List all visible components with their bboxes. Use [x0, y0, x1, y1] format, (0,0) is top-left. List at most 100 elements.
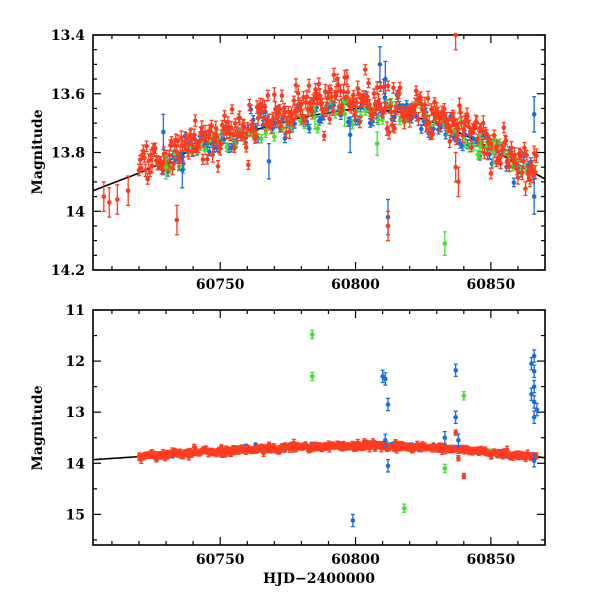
bottom-y-tick-label: 12 — [66, 354, 85, 370]
bottom-panel-ticks: 60750 60800 60850 11 12 13 14 15 — [66, 303, 546, 568]
top-blue-outlier — [531, 96, 537, 133]
top-blue-point — [511, 177, 517, 188]
top-red-point — [532, 165, 538, 180]
top-red-point — [229, 104, 235, 115]
top-red-point — [149, 158, 155, 174]
top-red-outlier — [174, 204, 180, 236]
top-red-point — [367, 99, 372, 111]
bottom-y-tick-label: 13 — [66, 405, 85, 421]
top-red-point — [506, 160, 512, 173]
bottom-panel-ylabel: Magnitude — [30, 385, 46, 470]
top-red-point — [197, 134, 202, 150]
top-red-point — [515, 170, 521, 185]
top-red-point — [480, 115, 486, 132]
top-red-point — [474, 115, 480, 129]
top-red-point — [523, 181, 528, 196]
bottom-blue-outlier — [453, 363, 458, 378]
bottom-green-outlier — [461, 391, 467, 401]
top-red-point — [371, 88, 377, 99]
top-red-point — [522, 141, 527, 154]
top-green-point — [272, 131, 277, 142]
top-red-point — [534, 148, 539, 164]
bottom-y-tick-label: 14 — [66, 456, 86, 472]
top-red-point — [327, 113, 332, 125]
top-red-point — [246, 159, 251, 170]
top-red-point — [222, 110, 227, 122]
top-red-point — [503, 135, 509, 146]
top-red-point — [167, 149, 172, 162]
bottom-panel-data-points — [136, 329, 540, 528]
bottom-blue-outlier — [531, 364, 537, 379]
top-red-point — [453, 132, 459, 146]
top-red-point — [143, 163, 148, 178]
top-blue-point — [419, 124, 424, 134]
top-red-point — [498, 157, 503, 170]
bottom-y-tick-label: 11 — [66, 303, 85, 319]
top-red-outlier — [101, 181, 107, 212]
top-red-point — [243, 142, 249, 153]
top-green-outlier — [374, 131, 380, 157]
top-red-point — [209, 119, 214, 133]
bottom-blue-outlier — [531, 379, 537, 394]
bottom-panel: Magnitude HJD−2400000 60750 60800 60850 11 1… — [30, 303, 546, 587]
top-red-point — [306, 78, 312, 93]
top-red-outlier — [115, 184, 120, 215]
top-green-outlier — [442, 231, 448, 256]
top-blue-outlier — [180, 151, 185, 189]
top-y-tick-label: 14 — [66, 204, 86, 220]
top-y-tick-label: 14.2 — [51, 263, 85, 279]
bottom-blue-outlier — [383, 372, 388, 386]
top-red-point — [214, 128, 220, 145]
top-red-outlier — [453, 32, 458, 51]
bottom-blue-outlier — [529, 387, 534, 402]
bottom-blue-outlier — [385, 459, 391, 473]
top-red-point — [396, 89, 402, 100]
bottom-green-outlier — [401, 503, 407, 513]
top-red-point — [488, 167, 494, 180]
bottom-blue-outlier — [531, 453, 537, 468]
top-green-outlier — [312, 104, 318, 130]
top-y-tick-label: 13.6 — [51, 87, 85, 103]
top-red-outlier — [456, 166, 461, 198]
top-red-point — [171, 156, 176, 171]
top-red-point — [392, 123, 397, 134]
top-red-point — [518, 150, 524, 161]
top-red-point — [287, 124, 292, 140]
top-blue-outlier — [383, 60, 388, 98]
top-red-point — [142, 153, 147, 163]
top-red-point — [319, 98, 325, 109]
top-red-point — [329, 91, 335, 102]
top-red-point — [265, 89, 271, 102]
top-red-point — [224, 125, 230, 140]
top-red-point — [427, 126, 433, 141]
top-red-point — [215, 159, 221, 173]
top-red-outlier — [125, 175, 131, 207]
top-red-point — [345, 85, 351, 99]
bottom-blue-outlier — [383, 433, 388, 448]
top-red-point — [331, 67, 337, 83]
top-red-point — [484, 128, 489, 140]
top-red-point — [501, 121, 507, 134]
top-blue-outlier — [531, 178, 537, 215]
bottom-red-outlier — [461, 472, 467, 480]
top-red-point — [365, 91, 370, 103]
top-red-outlier — [385, 210, 391, 242]
top-green-outlier — [342, 101, 348, 127]
top-green-point — [315, 123, 320, 134]
top-x-tick-label: 60800 — [331, 277, 380, 293]
top-red-point — [527, 172, 533, 188]
top-red-point — [316, 77, 322, 91]
top-red-point — [357, 115, 363, 129]
top-green-point — [259, 134, 264, 144]
top-blue-outlier — [347, 116, 353, 154]
top-red-outlier — [453, 151, 458, 183]
top-red-point — [335, 77, 341, 93]
top-red-point — [218, 138, 224, 150]
top-red-point — [351, 89, 356, 101]
top-blue-point — [306, 123, 312, 134]
top-blue-outlier — [161, 113, 166, 151]
top-red-point — [391, 81, 396, 94]
top-green-point — [224, 142, 230, 152]
top-red-point — [307, 96, 313, 109]
top-x-tick-label: 60850 — [467, 277, 516, 293]
